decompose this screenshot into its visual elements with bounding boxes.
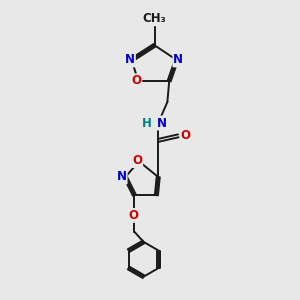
Text: O: O (128, 209, 139, 222)
Text: N: N (157, 116, 167, 130)
Text: N: N (173, 53, 183, 66)
Text: O: O (131, 74, 141, 88)
Text: O: O (181, 129, 191, 142)
Text: N: N (117, 170, 127, 184)
Text: CH₃: CH₃ (143, 12, 166, 25)
Text: H: H (142, 116, 152, 130)
Text: N: N (125, 53, 135, 66)
Text: O: O (132, 154, 142, 167)
